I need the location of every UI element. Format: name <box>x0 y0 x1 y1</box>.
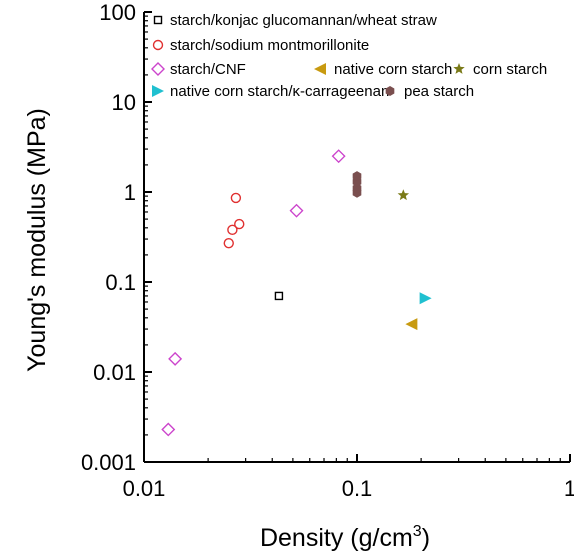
data-point <box>274 291 284 301</box>
data-point <box>168 351 183 366</box>
y-tick-label: 0.01 <box>93 360 136 385</box>
y-tick-label: 1 <box>124 180 136 205</box>
series-5 <box>419 292 432 305</box>
legend-marker <box>453 63 465 74</box>
legend-label: starch/CNF <box>170 61 246 78</box>
series-3 <box>405 318 418 331</box>
legend-marker <box>153 15 163 25</box>
x-tick-label: 1 <box>564 476 574 501</box>
series-0 <box>274 291 284 301</box>
legend-marker <box>152 85 164 97</box>
legend-label: pea starch <box>404 83 474 100</box>
legend-item: native corn starch <box>314 61 452 78</box>
x-axis-title-close: ) <box>422 524 430 552</box>
data-point <box>289 203 304 218</box>
legend-label: native corn starch <box>334 61 452 78</box>
legend-marker <box>151 62 165 76</box>
y-tick-label: 0.1 <box>105 270 136 295</box>
series-4 <box>397 189 410 201</box>
legend-label: starch/sodium montmorillonite <box>170 37 369 54</box>
legend-marker <box>314 63 326 75</box>
data-point <box>397 189 410 201</box>
data-point <box>161 422 176 437</box>
x-tick-label: 0.01 <box>123 476 166 501</box>
legend-label: starch/konjac glucomannan/wheat straw <box>170 12 437 29</box>
data-point <box>227 224 238 236</box>
legend-marker <box>152 39 164 51</box>
data-point <box>331 149 346 164</box>
legend: starch/konjac glucomannan/wheat straw sta… <box>151 12 547 100</box>
data-point <box>223 237 234 249</box>
data-point <box>419 292 432 305</box>
data-point <box>234 218 245 230</box>
series-2 <box>161 149 346 437</box>
x-axis-title-superscript: 3 <box>413 523 422 540</box>
y-tick-label: 10 <box>112 90 136 115</box>
legend-item: starch/sodium montmorillonite <box>152 37 369 54</box>
data-point <box>230 192 242 204</box>
x-axis-title-main: Density (g/cm <box>260 524 413 552</box>
data-point <box>352 171 362 182</box>
x-axis-title: Density (g/cm3) <box>260 523 430 552</box>
y-axis-title: Young's modulus (MPa) <box>23 108 51 372</box>
legend-item: starch/konjac glucomannan/wheat straw <box>153 12 437 29</box>
legend-label: corn starch <box>473 61 547 78</box>
x-tick-label: 0.1 <box>342 476 373 501</box>
legend-item: corn starch <box>453 61 547 78</box>
y-tick-label: 100 <box>99 0 136 25</box>
data-point <box>405 318 418 331</box>
legend-marker <box>385 86 395 96</box>
data-point <box>352 183 362 194</box>
y-tick-label: 0.001 <box>81 450 136 475</box>
legend-label: native corn starch/κ-carrageenan <box>170 83 389 100</box>
series-6 <box>352 171 362 198</box>
legend-item: native corn starch/κ-carrageenan <box>152 83 389 100</box>
legend-item: starch/CNF <box>151 61 246 78</box>
series-1 <box>223 192 245 249</box>
legend-item: pea starch <box>385 83 474 100</box>
data-points <box>161 149 432 437</box>
